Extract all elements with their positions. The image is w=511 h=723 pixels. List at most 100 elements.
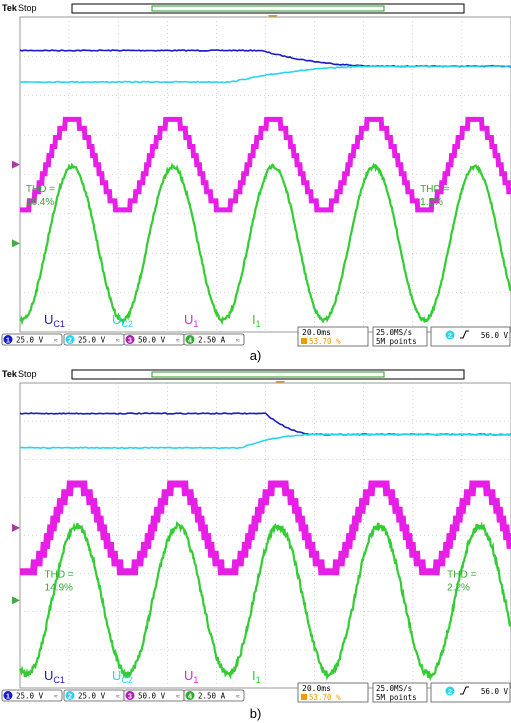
ch4-ground-marker [12,239,20,248]
caption-a: a) [249,348,262,363]
channel-coupling: ≈ [236,694,240,701]
channel-badge [125,691,135,700]
trigger-channel: 2 [448,333,452,340]
traces [19,49,511,326]
channel-coupling: ≈ [236,338,240,345]
channel-number: 1 [6,694,10,701]
legend-series-name: U [184,312,193,327]
trace-u1 [20,480,511,576]
thd-value: 1.5% [420,197,443,208]
trace-u1 [20,116,511,213]
ch3-ground-marker [12,160,20,169]
channel-badge [185,691,195,700]
traces [18,412,511,682]
legend-entry-i1: I1 [252,668,261,685]
channel-coupling: ≈ [176,694,180,701]
thd-label: THD = [26,184,55,195]
legend-entry-uc2: UC2 [112,668,133,685]
brand-label: Tek [2,369,18,379]
channel-badge [65,691,75,700]
legend-entry-u1: U1 [184,668,198,685]
oscilloscope-panel-b: TekStopTTHD =14.9%THD =2.2%UC1UC2U1I1125… [0,366,511,704]
channel-coupling: ≈ [54,338,58,345]
channel-readout-4: 4 2.50 A ≈ [183,689,245,702]
channel-number: 2 [68,694,72,701]
sample-rate: 25.0MS/s [376,684,412,693]
graticule [19,382,511,689]
channel-badge [65,335,75,344]
thd-value: 16.4% [26,197,54,208]
trigger-pos-value: 53.70 % [309,337,341,346]
channel-readout-1: 1 25.0 V ≈ [1,333,63,346]
channel-coupling: ≈ [176,338,180,345]
acquisition-box [372,682,428,703]
legend-entry-u1: U1 [184,312,198,329]
caption-b: b) [249,706,262,721]
record-view-window [151,371,385,378]
channel-readout-1: 1 25.0 V ≈ [1,689,63,702]
legend-series-name: U [44,312,53,327]
legend-series-subscript: 1 [256,675,261,685]
channel-scale: 50.0 V [138,336,166,345]
trace-i1 [19,162,511,326]
trigger-pos-icon [301,694,307,700]
channel-box [1,333,63,346]
thd-annotation: THD = 1.5% [420,184,449,208]
ch4-ground-marker [12,596,20,605]
trigger-pos-value: 53.70 % [309,693,341,702]
channel-scale: 25.0 V [78,692,106,701]
trigger-channel: 2 [448,689,452,696]
thd-annotation: THD = 16.4% [26,184,55,208]
channel-readout-2: 2 25.0 V ≈ [63,333,125,346]
channel-number: 3 [128,694,132,701]
rising-edge-icon [460,330,469,339]
channel-number: 3 [128,338,132,345]
trace-uc2 [20,433,511,450]
status-bar: 1 25.0 V ≈2 25.0 V ≈3 50.0 V ≈4 2.50 A ≈20.0ms53… [1,326,511,347]
acquisition-box [372,326,428,347]
channel-readout-3: 3 50.0 V ≈ [123,333,185,346]
timebase-value: 20.0ms [302,684,331,693]
channel-readout-2: 2 25.0 V ≈ [63,689,125,702]
legend: UC1 UC2 U1 I1 [44,312,261,329]
channel-scale: 25.0 V [16,692,44,701]
legend-series-name: U [44,668,53,683]
timebase-box [297,326,369,347]
trigger-level: 56.0 V [481,331,509,340]
record-view-window [151,5,385,12]
channel-number: 2 [68,338,72,345]
legend-series-name: I [252,312,256,327]
record-view-bar [71,3,465,14]
thd-annotation: THD = 14.9% [45,569,74,593]
trigger-readout: 2 56.0 V [430,682,511,703]
thd-value: 14.9% [45,582,73,593]
channel-readout-3: 3 50.0 V ≈ [123,689,185,702]
legend-series-subscript: 1 [256,319,261,329]
channel-coupling: ≈ [116,694,120,701]
channel-badge [3,691,13,700]
channel-number: 4 [188,694,192,701]
legend-entry-uc1: UC1 [44,312,65,329]
trigger-channel-badge [445,330,455,340]
thd-value: 2.2% [447,582,470,593]
legend-series-name: I [252,668,256,683]
legend-series-subscript: C1 [53,319,65,329]
channel-scale: 2.50 A [198,336,226,345]
channel-scale: 25.0 V [78,336,106,345]
acquisition-readout: 25.0MS/s5M points [372,682,428,703]
status-label: Stop [18,3,37,13]
sample-rate: 25.0MS/s [376,328,412,337]
legend-series-name: U [184,668,193,683]
legend-series-subscript: 1 [193,319,198,329]
channel-coupling: ≈ [54,694,58,701]
acquisition-readout: 25.0MS/s5M points [372,326,428,347]
timebase-box [297,682,369,703]
trace-uc2 [19,64,511,84]
oscilloscope-screen-b: TekStopTTHD =14.9%THD =2.2%UC1UC2U1I1125… [1,369,511,703]
channel-badge [3,335,13,344]
trigger-readout: 2 56.0 V [430,326,511,347]
channel-scale: 25.0 V [16,336,44,345]
thd-annotation: THD = 2.2% [447,569,476,593]
legend-series-subscript: 1 [193,675,198,685]
